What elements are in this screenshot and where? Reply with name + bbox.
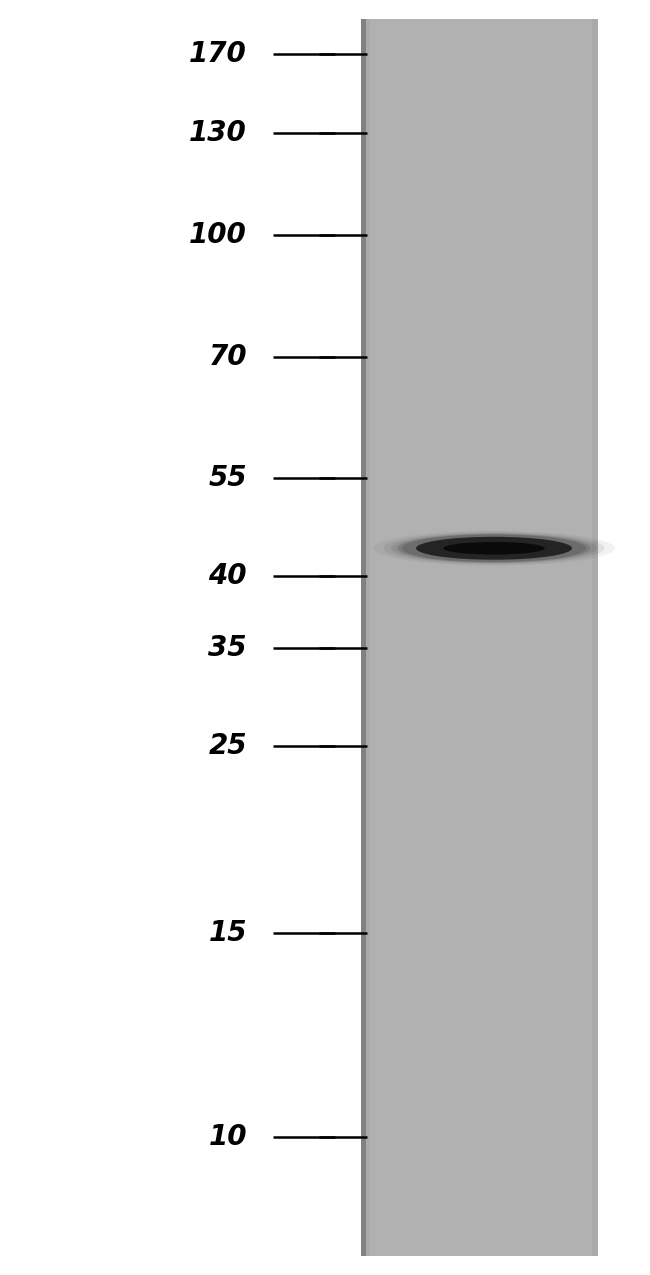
Text: 35: 35 xyxy=(209,634,247,662)
Bar xyxy=(370,19,592,1256)
Text: 170: 170 xyxy=(189,40,247,68)
Bar xyxy=(361,19,598,1256)
Ellipse shape xyxy=(391,533,597,564)
Text: 55: 55 xyxy=(209,464,247,492)
Ellipse shape xyxy=(402,534,586,562)
Bar xyxy=(361,19,366,1256)
Ellipse shape xyxy=(384,532,604,565)
Ellipse shape xyxy=(373,532,615,566)
Text: 40: 40 xyxy=(209,562,247,590)
Text: 70: 70 xyxy=(209,343,247,371)
Text: 100: 100 xyxy=(189,221,247,249)
Text: 10: 10 xyxy=(209,1123,247,1151)
Ellipse shape xyxy=(443,542,545,555)
Text: 25: 25 xyxy=(209,732,247,760)
Ellipse shape xyxy=(397,534,591,562)
Text: 15: 15 xyxy=(209,919,247,947)
Text: 130: 130 xyxy=(189,119,247,147)
Ellipse shape xyxy=(416,537,572,560)
